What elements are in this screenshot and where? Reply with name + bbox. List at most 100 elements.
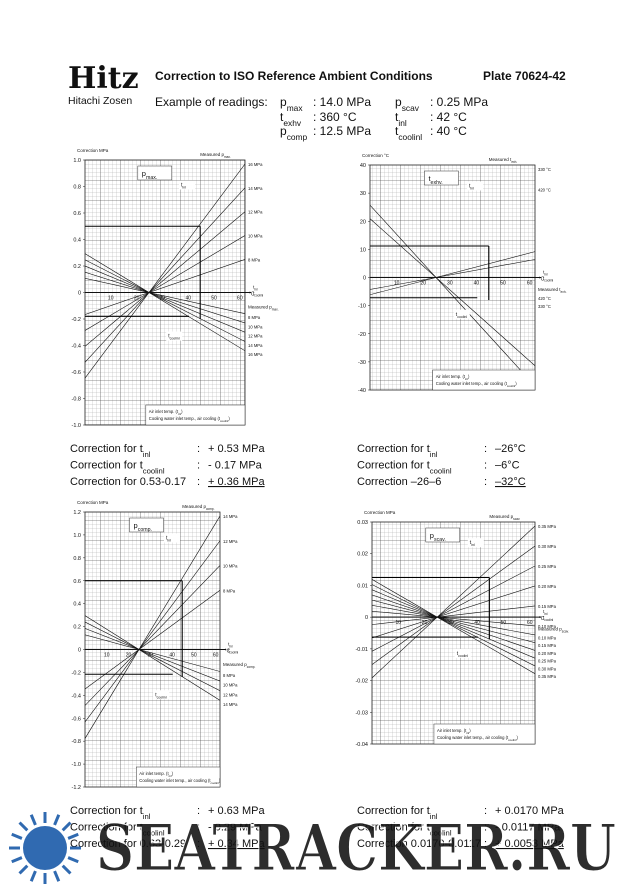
line-label: 10 MPa <box>223 564 238 569</box>
axis-label: tcoolinl <box>228 648 238 655</box>
line-label: 14 MPa <box>248 343 263 348</box>
y-axis-label: Correction MPa <box>77 500 109 505</box>
line-label: 14 MPa <box>223 514 238 519</box>
y-tick-label: 0.01 <box>357 583 368 589</box>
right-header: Measured texh. <box>489 157 518 164</box>
text-part: Cooling water inlet temp., air cooling (… <box>149 416 221 421</box>
sun-ray <box>11 832 23 840</box>
x-tick-label: 10 <box>396 620 402 626</box>
text-part: p <box>430 531 434 540</box>
subscript: comp. <box>206 507 215 511</box>
line-label: 0.30 MPa <box>538 666 557 671</box>
y-tick-label: 0 <box>363 276 366 282</box>
axis-label: tinl <box>543 270 548 277</box>
inner-label: tcoolinl <box>155 692 167 699</box>
inner-label-box <box>467 181 483 191</box>
y-tick-label: -0.2 <box>72 670 81 676</box>
correction-label: Correction for 0.53-0.17 <box>70 476 186 488</box>
axis-label: tinl <box>253 285 258 292</box>
subscript: coolinl <box>211 781 220 785</box>
subscript: coolinl <box>170 337 180 341</box>
subscript: coolinl <box>143 466 165 475</box>
x-tick-label: 40 <box>185 296 191 302</box>
line-label: 0.25 MPa <box>538 659 557 664</box>
y-tick-label: 0 <box>78 291 81 297</box>
sun <box>23 826 67 870</box>
correction-value: - 0.29 MPa <box>208 822 263 834</box>
axis-label: tcoolinl <box>253 291 263 298</box>
sun-ray <box>67 832 79 840</box>
correction-label: Correction for tcoolinl <box>357 822 452 838</box>
text-part: Measured p <box>182 504 206 509</box>
y-tick-label: 0.4 <box>73 238 81 244</box>
line-label: 10 MPa <box>248 234 263 239</box>
correction-value: –26°C <box>495 443 526 455</box>
y-tick-label: -1.0 <box>72 423 81 429</box>
subscript: coolinl <box>254 294 263 298</box>
text-part: ) <box>181 409 183 414</box>
subscript: inl <box>430 812 438 821</box>
subscript: inl <box>254 288 257 292</box>
text-part: ) <box>172 771 174 776</box>
subscript: coolinl <box>430 466 452 475</box>
x-tick-label: 60 <box>213 653 219 659</box>
watermark: SEATRACKER.RU <box>96 811 616 886</box>
subscript: coolinl <box>508 738 517 742</box>
correction-value: –6°C <box>495 460 520 472</box>
text-part: t <box>470 540 472 546</box>
subscript: scav. <box>562 629 569 633</box>
text-part: ) <box>515 381 517 386</box>
legend-text: Cooling water inlet temp., air cooling (… <box>437 735 519 742</box>
y-tick-label: 0.8 <box>73 556 81 562</box>
y-tick-label: -0.4 <box>72 693 81 699</box>
line-label: 0.35 MPa <box>538 674 557 679</box>
legend-box <box>433 723 536 745</box>
nomogram-line <box>372 585 535 639</box>
text-part: t <box>395 124 399 138</box>
x-tick-label: 10 <box>394 281 400 287</box>
y-axis-label: Correction MPa <box>77 148 109 153</box>
line-label: 12 MPa <box>223 539 238 544</box>
subscript: comp <box>287 132 308 142</box>
reading-symbol: tinl <box>395 110 407 128</box>
correction-value: + 0.63 MPa <box>208 805 265 817</box>
legend-box <box>145 404 246 426</box>
nomogram-line <box>372 611 535 627</box>
inner-label: tcoolinl <box>457 651 469 658</box>
y-tick-label: -0.01 <box>355 647 368 653</box>
text-part: Correction for 0.63-0.29 <box>70 838 186 850</box>
y-tick-label: -0.8 <box>72 739 81 745</box>
line-label: 14 MPa <box>223 702 238 707</box>
text-part: ) <box>469 728 471 733</box>
nomogram-line <box>85 615 220 701</box>
subscript: comp. <box>138 527 152 533</box>
subscript: scav. <box>434 537 446 543</box>
line-label: 0.25 MPa <box>538 564 557 569</box>
correction-label: Correction for tcoolinl <box>357 460 452 476</box>
x-unit: °C <box>539 616 545 622</box>
text-part: Measured p <box>248 304 272 309</box>
subscript: max. <box>146 175 157 181</box>
x-unit: °C <box>249 292 255 298</box>
text-part: p <box>280 124 287 138</box>
y-tick-label: 1.2 <box>73 510 81 516</box>
line-label: 8 MPa <box>223 673 236 678</box>
inner-label: tinl <box>469 184 474 191</box>
correction-label: Correction for tinl <box>70 443 151 459</box>
right-header: Measured pmax. <box>200 152 231 159</box>
x-tick-label: 10 <box>104 653 110 659</box>
nomogram-line <box>372 604 535 636</box>
nomogram-line <box>370 218 535 366</box>
company: Hitachi Zosen <box>68 95 132 107</box>
nomogram-line <box>85 634 220 672</box>
subscript: scav <box>402 103 420 113</box>
sun-ray <box>29 814 37 826</box>
nomogram-line <box>372 594 535 651</box>
right-header: Measured pscav. <box>538 626 569 633</box>
inner-label-box <box>179 180 195 190</box>
subscript: coolinl <box>143 828 165 837</box>
graph-paper-major <box>372 522 535 744</box>
correction-sep: : <box>484 805 487 817</box>
text-part: t <box>543 615 545 620</box>
subscript: exh. <box>511 160 517 164</box>
